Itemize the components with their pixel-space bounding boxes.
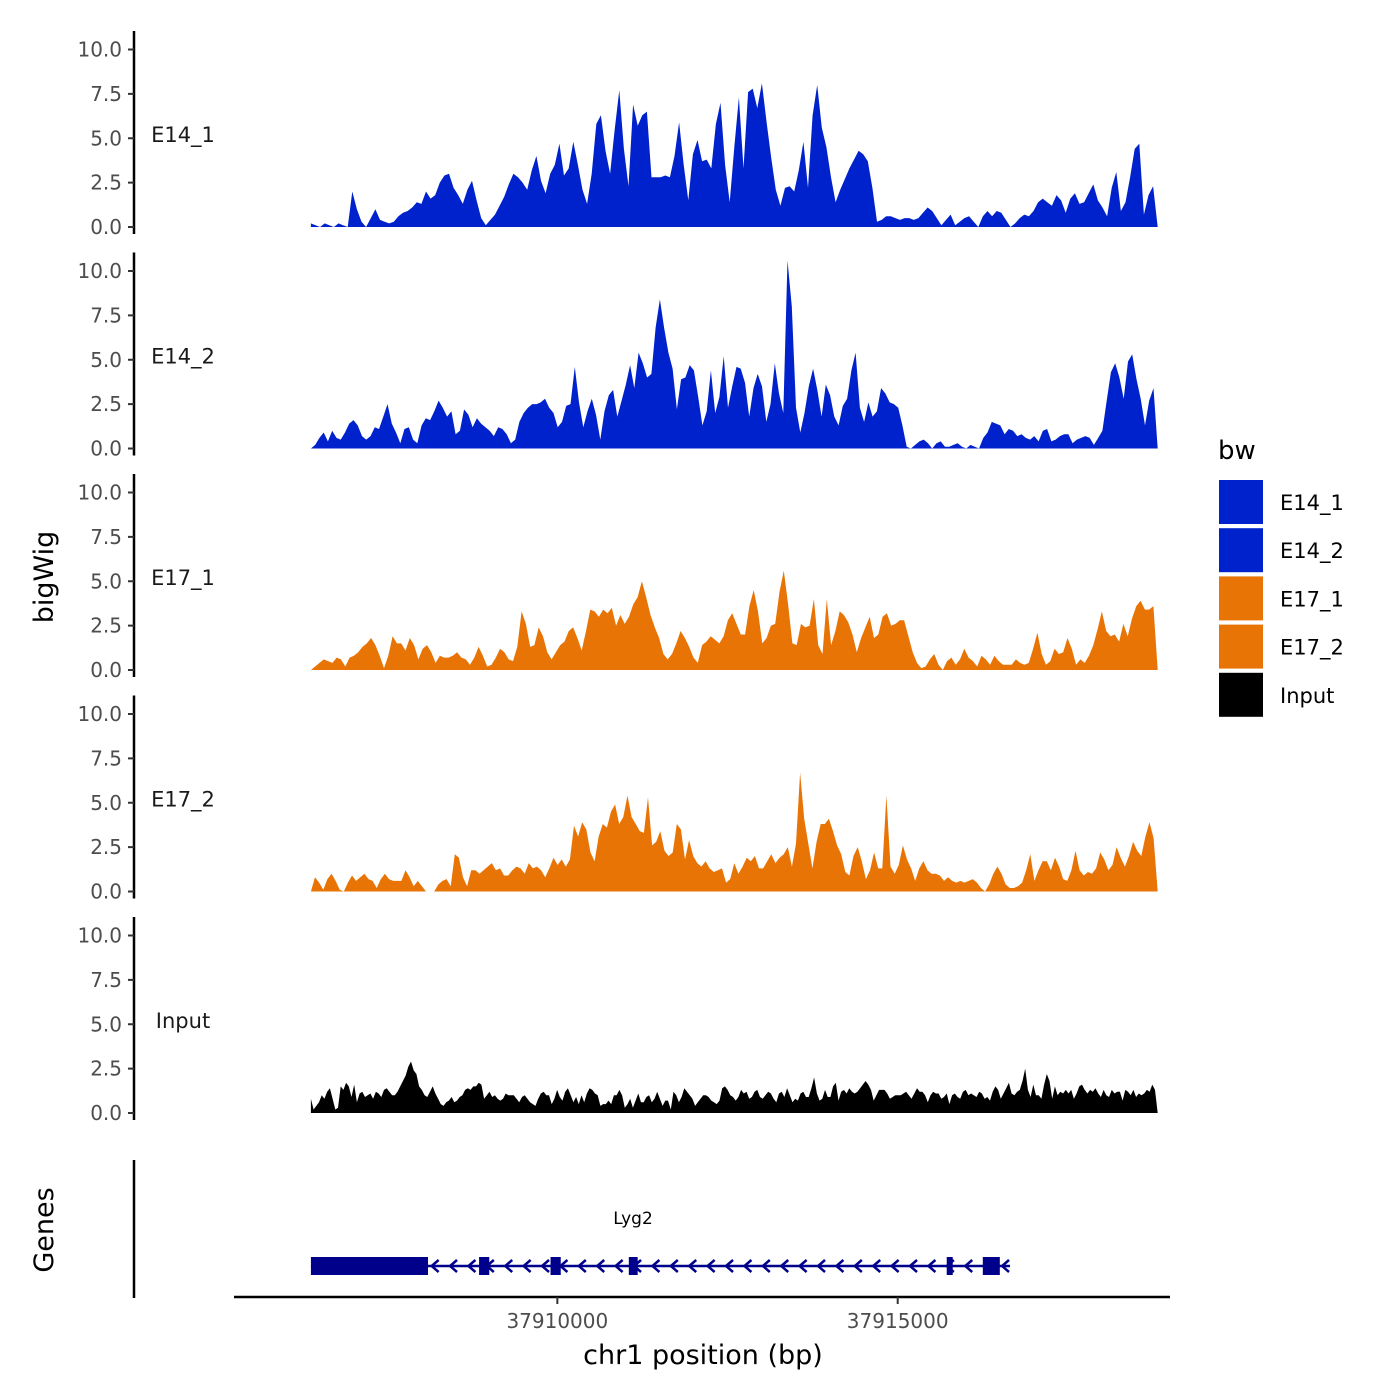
track-e14_1: 0.0 2.5 5.0 7.5 10.0 E14_1 xyxy=(77,31,1158,239)
strand-chevron xyxy=(889,1259,900,1273)
strand-chevron xyxy=(687,1259,698,1273)
y-tick-label: 7.5 xyxy=(90,746,122,770)
track-input: 0.0 2.5 5.0 7.5 10.0 Input xyxy=(77,917,1158,1125)
track-label-e17_1: E17_1 xyxy=(151,566,215,591)
strand-chevron xyxy=(797,1259,808,1273)
y-tick-label: 0.0 xyxy=(90,437,122,461)
y-tick-label: 7.5 xyxy=(90,525,122,549)
exon xyxy=(479,1257,490,1275)
y-tick-label: 7.5 xyxy=(90,303,122,327)
y-tick-label: 7.5 xyxy=(90,82,122,106)
track-e14_2: 0.0 2.5 5.0 7.5 10.0 E14_2 xyxy=(77,252,1158,461)
y-tick-label: 5.0 xyxy=(90,1012,122,1036)
legend-label-e17_1: E17_1 xyxy=(1280,587,1344,612)
strand-chevron xyxy=(760,1259,771,1273)
area-e14_1 xyxy=(310,83,1158,227)
legend-title: bw xyxy=(1218,436,1256,466)
x-tick-label: 37910000 xyxy=(506,1309,608,1333)
strand-chevron xyxy=(852,1259,863,1273)
strand-chevron xyxy=(668,1259,679,1273)
strand-chevron xyxy=(926,1259,937,1273)
y-tick-label: 2.5 xyxy=(90,835,122,859)
strand-chevron xyxy=(742,1259,753,1273)
y-tick-label: 5.0 xyxy=(90,569,122,593)
strand-chevron xyxy=(540,1259,550,1273)
y-tick-label: 2.5 xyxy=(90,1057,122,1081)
strand-chevron xyxy=(705,1259,716,1273)
legend-label-e17_2: E17_2 xyxy=(1280,636,1344,661)
x-axis-title: chr1 position (bp) xyxy=(583,1340,823,1371)
y-axis-title: bigWig xyxy=(29,531,60,624)
y-tick-label: 5.0 xyxy=(90,791,122,815)
legend-swatch-e17_1 xyxy=(1219,576,1263,621)
y-tick-label: 7.5 xyxy=(90,968,122,992)
track-label-input: Input xyxy=(156,1009,210,1033)
y-tick-label: 2.5 xyxy=(90,392,122,416)
exon xyxy=(982,1257,1000,1275)
exon xyxy=(946,1257,953,1275)
legend-swatch-e17_2 xyxy=(1219,624,1263,669)
strand-chevron xyxy=(466,1259,477,1273)
y-tick-label: 5.0 xyxy=(90,348,122,372)
y-tick-label: 2.5 xyxy=(90,614,122,638)
legend-label-input: Input xyxy=(1280,684,1334,708)
legend-label-e14_2: E14_2 xyxy=(1280,539,1344,564)
strand-chevron xyxy=(521,1259,532,1273)
strand-chevron xyxy=(448,1259,458,1273)
area-input xyxy=(310,1061,1158,1113)
genes-axis-title: Genes xyxy=(29,1187,60,1272)
strand-chevron xyxy=(429,1259,440,1273)
y-tick-label: 0.0 xyxy=(90,880,122,904)
strand-chevron xyxy=(595,1259,606,1273)
area-e17_2 xyxy=(310,772,1158,892)
y-tick-label: 10.0 xyxy=(77,924,122,948)
legend: bw E14_1 E14_2 E17_1 E17_2 Input xyxy=(1218,436,1344,717)
track-label-e17_2: E17_2 xyxy=(151,788,215,813)
legend-swatch-e14_1 xyxy=(1219,480,1263,524)
strand-chevron xyxy=(1000,1259,1010,1273)
strand-chevron xyxy=(871,1259,882,1273)
strand-chevron xyxy=(816,1259,826,1273)
y-tick-label: 10.0 xyxy=(77,38,122,62)
x-tick-label: 37915000 xyxy=(847,1309,949,1333)
strand-chevron xyxy=(963,1259,974,1273)
track-e17_1: 0.0 2.5 5.0 7.5 10.0 E17_1 xyxy=(77,474,1158,682)
gene-track: Lyg2 xyxy=(132,1160,1011,1298)
y-tick-label: 2.5 xyxy=(90,171,122,195)
exon xyxy=(550,1257,561,1275)
y-tick-label: 0.0 xyxy=(90,658,122,682)
y-tick-label: 0.0 xyxy=(90,1101,122,1125)
area-e17_1 xyxy=(310,570,1158,670)
y-tick-label: 10.0 xyxy=(77,702,122,726)
legend-swatch-e14_2 xyxy=(1219,528,1263,573)
strand-chevron xyxy=(779,1259,790,1273)
track-label-e14_2: E14_2 xyxy=(151,345,215,370)
strand-chevron xyxy=(724,1259,734,1273)
y-tick-label: 10.0 xyxy=(77,481,122,505)
legend-swatch-input xyxy=(1219,672,1263,717)
area-e14_2 xyxy=(310,260,1158,449)
strand-chevron xyxy=(576,1259,587,1273)
strand-chevron xyxy=(834,1259,845,1273)
strand-chevron xyxy=(503,1259,514,1273)
exon xyxy=(310,1257,429,1275)
track-e17_2: 0.0 2.5 5.0 7.5 10.0 E17_2 xyxy=(77,695,1158,904)
gene-label: Lyg2 xyxy=(613,1209,653,1229)
exon xyxy=(628,1257,638,1275)
x-axis: 37910000 37915000 xyxy=(234,1295,1170,1333)
strand-chevron xyxy=(613,1259,624,1273)
y-tick-label: 5.0 xyxy=(90,126,122,150)
strand-chevron xyxy=(908,1259,918,1273)
strand-chevron xyxy=(650,1259,661,1273)
bigwig-tracks: 0.0 2.5 5.0 7.5 10.0 E14_1 0.0 2.5 5.0 7.5 10.0 E14… xyxy=(77,31,1158,1125)
y-tick-label: 10.0 xyxy=(77,259,122,283)
track-label-e14_1: E14_1 xyxy=(151,123,215,148)
legend-label-e14_1: E14_1 xyxy=(1280,491,1344,516)
y-tick-label: 0.0 xyxy=(90,215,122,239)
